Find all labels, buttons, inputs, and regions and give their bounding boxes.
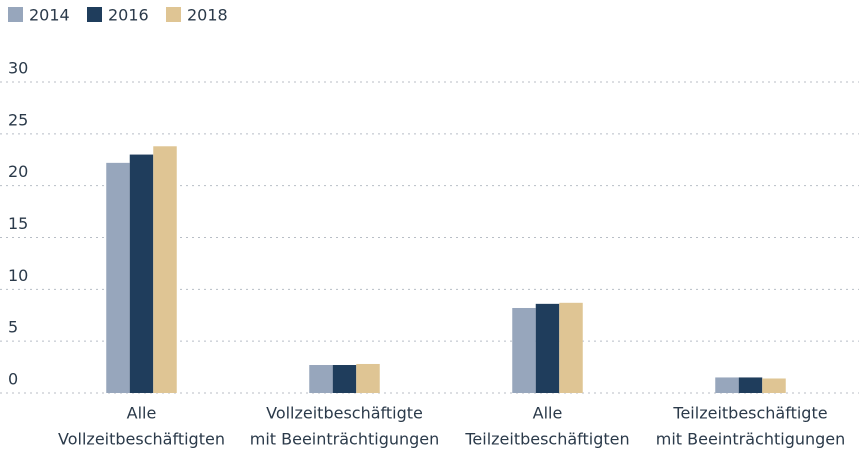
- y-tick-label: 15: [8, 214, 28, 233]
- bar: [715, 377, 739, 393]
- y-tick-label: 30: [8, 59, 28, 78]
- x-tick-label: Alle: [127, 404, 157, 423]
- x-tick-label: Alle: [533, 404, 563, 423]
- x-tick-label: Vollzeitbeschäftigten: [58, 430, 225, 449]
- bar: [129, 154, 154, 393]
- y-tick-label: 25: [8, 110, 28, 129]
- bar: [106, 162, 130, 393]
- bar: [309, 365, 333, 393]
- y-tick-label: 0: [8, 370, 18, 389]
- bar: [356, 363, 380, 393]
- x-tick-label: mit Beeinträchtigungen: [656, 430, 846, 449]
- legend-label: 2014: [29, 6, 70, 25]
- x-tick-label: Teilzeitbeschäftigten: [464, 430, 629, 449]
- x-tick-label: mit Beeinträchtigungen: [250, 430, 440, 449]
- legend-swatch: [8, 7, 23, 22]
- bar: [559, 302, 583, 393]
- legend-swatch: [87, 7, 102, 22]
- legend-swatch: [166, 7, 181, 22]
- bar: [512, 307, 536, 393]
- bar: [738, 377, 763, 393]
- bar: [332, 365, 357, 393]
- bar: [535, 303, 560, 393]
- x-tick-label: Vollzeitbeschäftigte: [266, 404, 423, 423]
- y-tick-label: 5: [8, 318, 18, 337]
- y-tick-label: 10: [8, 266, 28, 285]
- y-tick-label: 20: [8, 162, 28, 181]
- x-tick-label: Teilzeitbeschäftigte: [672, 404, 827, 423]
- legend-label: 2018: [187, 6, 228, 25]
- bar: [762, 378, 786, 393]
- legend-label: 2016: [108, 6, 149, 25]
- bar: [153, 146, 177, 393]
